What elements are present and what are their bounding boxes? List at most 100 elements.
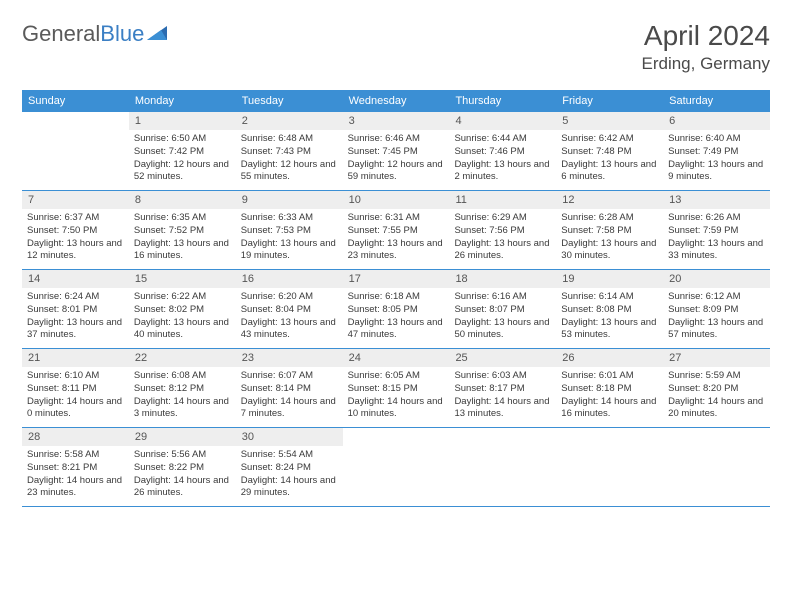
day-cell: 18Sunrise: 6:16 AMSunset: 8:07 PMDayligh… bbox=[449, 270, 556, 348]
day-cell: 27Sunrise: 5:59 AMSunset: 8:20 PMDayligh… bbox=[663, 349, 770, 427]
day-body: Sunrise: 6:42 AMSunset: 7:48 PMDaylight:… bbox=[556, 130, 663, 187]
day-body: Sunrise: 6:14 AMSunset: 8:08 PMDaylight:… bbox=[556, 288, 663, 345]
day-number: 17 bbox=[343, 270, 450, 288]
week-row: 28Sunrise: 5:58 AMSunset: 8:21 PMDayligh… bbox=[22, 428, 770, 507]
day-number: 30 bbox=[236, 428, 343, 446]
day-cell: 29Sunrise: 5:56 AMSunset: 8:22 PMDayligh… bbox=[129, 428, 236, 506]
day-cell: 25Sunrise: 6:03 AMSunset: 8:17 PMDayligh… bbox=[449, 349, 556, 427]
day-cell: 2Sunrise: 6:48 AMSunset: 7:43 PMDaylight… bbox=[236, 112, 343, 190]
day-number-empty bbox=[663, 428, 770, 446]
day-cell bbox=[449, 428, 556, 506]
day-number: 12 bbox=[556, 191, 663, 209]
weekday-header: Friday bbox=[556, 90, 663, 112]
week-row: 1Sunrise: 6:50 AMSunset: 7:42 PMDaylight… bbox=[22, 112, 770, 191]
day-number: 4 bbox=[449, 112, 556, 130]
day-body: Sunrise: 6:46 AMSunset: 7:45 PMDaylight:… bbox=[343, 130, 450, 187]
day-number-empty bbox=[343, 428, 450, 446]
day-body: Sunrise: 6:29 AMSunset: 7:56 PMDaylight:… bbox=[449, 209, 556, 266]
day-number: 18 bbox=[449, 270, 556, 288]
day-body: Sunrise: 5:54 AMSunset: 8:24 PMDaylight:… bbox=[236, 446, 343, 503]
day-number: 25 bbox=[449, 349, 556, 367]
day-body: Sunrise: 6:48 AMSunset: 7:43 PMDaylight:… bbox=[236, 130, 343, 187]
day-cell: 22Sunrise: 6:08 AMSunset: 8:12 PMDayligh… bbox=[129, 349, 236, 427]
calendar-grid: SundayMondayTuesdayWednesdayThursdayFrid… bbox=[22, 90, 770, 507]
day-cell: 8Sunrise: 6:35 AMSunset: 7:52 PMDaylight… bbox=[129, 191, 236, 269]
day-number: 2 bbox=[236, 112, 343, 130]
week-row: 14Sunrise: 6:24 AMSunset: 8:01 PMDayligh… bbox=[22, 270, 770, 349]
day-number: 21 bbox=[22, 349, 129, 367]
weekday-header: Saturday bbox=[663, 90, 770, 112]
day-body: Sunrise: 6:05 AMSunset: 8:15 PMDaylight:… bbox=[343, 367, 450, 424]
day-body: Sunrise: 6:31 AMSunset: 7:55 PMDaylight:… bbox=[343, 209, 450, 266]
day-body: Sunrise: 6:08 AMSunset: 8:12 PMDaylight:… bbox=[129, 367, 236, 424]
day-cell: 9Sunrise: 6:33 AMSunset: 7:53 PMDaylight… bbox=[236, 191, 343, 269]
day-number: 29 bbox=[129, 428, 236, 446]
day-cell: 21Sunrise: 6:10 AMSunset: 8:11 PMDayligh… bbox=[22, 349, 129, 427]
weekday-header: Tuesday bbox=[236, 90, 343, 112]
logo-triangle-icon bbox=[147, 20, 167, 46]
day-cell: 3Sunrise: 6:46 AMSunset: 7:45 PMDaylight… bbox=[343, 112, 450, 190]
day-cell: 19Sunrise: 6:14 AMSunset: 8:08 PMDayligh… bbox=[556, 270, 663, 348]
title-block: April 2024 Erding, Germany bbox=[642, 20, 771, 74]
brand-part2: Blue bbox=[100, 21, 144, 47]
week-row: 7Sunrise: 6:37 AMSunset: 7:50 PMDaylight… bbox=[22, 191, 770, 270]
day-body: Sunrise: 6:18 AMSunset: 8:05 PMDaylight:… bbox=[343, 288, 450, 345]
day-body: Sunrise: 6:24 AMSunset: 8:01 PMDaylight:… bbox=[22, 288, 129, 345]
page-header: GeneralBlue April 2024 Erding, Germany bbox=[22, 20, 770, 74]
day-number: 14 bbox=[22, 270, 129, 288]
day-cell bbox=[556, 428, 663, 506]
weekday-header: Thursday bbox=[449, 90, 556, 112]
day-body: Sunrise: 6:03 AMSunset: 8:17 PMDaylight:… bbox=[449, 367, 556, 424]
day-number: 3 bbox=[343, 112, 450, 130]
calendar-page: GeneralBlue April 2024 Erding, Germany S… bbox=[0, 0, 792, 527]
day-number: 23 bbox=[236, 349, 343, 367]
day-body: Sunrise: 6:01 AMSunset: 8:18 PMDaylight:… bbox=[556, 367, 663, 424]
weekday-header: Monday bbox=[129, 90, 236, 112]
day-cell bbox=[22, 112, 129, 190]
brand-logo: GeneralBlue bbox=[22, 20, 167, 48]
day-number: 22 bbox=[129, 349, 236, 367]
day-body: Sunrise: 5:58 AMSunset: 8:21 PMDaylight:… bbox=[22, 446, 129, 503]
day-body: Sunrise: 6:37 AMSunset: 7:50 PMDaylight:… bbox=[22, 209, 129, 266]
day-cell bbox=[343, 428, 450, 506]
day-number: 15 bbox=[129, 270, 236, 288]
brand-part1: General bbox=[22, 21, 100, 47]
weekday-header-row: SundayMondayTuesdayWednesdayThursdayFrid… bbox=[22, 90, 770, 112]
day-body: Sunrise: 6:10 AMSunset: 8:11 PMDaylight:… bbox=[22, 367, 129, 424]
day-number: 27 bbox=[663, 349, 770, 367]
day-body: Sunrise: 6:40 AMSunset: 7:49 PMDaylight:… bbox=[663, 130, 770, 187]
week-row: 21Sunrise: 6:10 AMSunset: 8:11 PMDayligh… bbox=[22, 349, 770, 428]
day-body: Sunrise: 6:07 AMSunset: 8:14 PMDaylight:… bbox=[236, 367, 343, 424]
day-number: 6 bbox=[663, 112, 770, 130]
day-number: 5 bbox=[556, 112, 663, 130]
day-body: Sunrise: 5:56 AMSunset: 8:22 PMDaylight:… bbox=[129, 446, 236, 503]
day-body: Sunrise: 6:28 AMSunset: 7:58 PMDaylight:… bbox=[556, 209, 663, 266]
day-cell: 5Sunrise: 6:42 AMSunset: 7:48 PMDaylight… bbox=[556, 112, 663, 190]
day-body: Sunrise: 6:35 AMSunset: 7:52 PMDaylight:… bbox=[129, 209, 236, 266]
day-number: 20 bbox=[663, 270, 770, 288]
day-body: Sunrise: 5:59 AMSunset: 8:20 PMDaylight:… bbox=[663, 367, 770, 424]
day-cell: 30Sunrise: 5:54 AMSunset: 8:24 PMDayligh… bbox=[236, 428, 343, 506]
day-cell: 24Sunrise: 6:05 AMSunset: 8:15 PMDayligh… bbox=[343, 349, 450, 427]
day-cell: 6Sunrise: 6:40 AMSunset: 7:49 PMDaylight… bbox=[663, 112, 770, 190]
day-cell: 1Sunrise: 6:50 AMSunset: 7:42 PMDaylight… bbox=[129, 112, 236, 190]
day-cell: 17Sunrise: 6:18 AMSunset: 8:05 PMDayligh… bbox=[343, 270, 450, 348]
weeks-container: 1Sunrise: 6:50 AMSunset: 7:42 PMDaylight… bbox=[22, 112, 770, 507]
day-body: Sunrise: 6:26 AMSunset: 7:59 PMDaylight:… bbox=[663, 209, 770, 266]
weekday-header: Sunday bbox=[22, 90, 129, 112]
day-number: 1 bbox=[129, 112, 236, 130]
day-number: 24 bbox=[343, 349, 450, 367]
day-cell: 28Sunrise: 5:58 AMSunset: 8:21 PMDayligh… bbox=[22, 428, 129, 506]
day-cell: 12Sunrise: 6:28 AMSunset: 7:58 PMDayligh… bbox=[556, 191, 663, 269]
day-number: 19 bbox=[556, 270, 663, 288]
day-cell: 11Sunrise: 6:29 AMSunset: 7:56 PMDayligh… bbox=[449, 191, 556, 269]
day-body: Sunrise: 6:50 AMSunset: 7:42 PMDaylight:… bbox=[129, 130, 236, 187]
day-cell: 20Sunrise: 6:12 AMSunset: 8:09 PMDayligh… bbox=[663, 270, 770, 348]
day-cell: 13Sunrise: 6:26 AMSunset: 7:59 PMDayligh… bbox=[663, 191, 770, 269]
day-cell: 7Sunrise: 6:37 AMSunset: 7:50 PMDaylight… bbox=[22, 191, 129, 269]
day-body: Sunrise: 6:12 AMSunset: 8:09 PMDaylight:… bbox=[663, 288, 770, 345]
day-cell: 10Sunrise: 6:31 AMSunset: 7:55 PMDayligh… bbox=[343, 191, 450, 269]
day-cell: 14Sunrise: 6:24 AMSunset: 8:01 PMDayligh… bbox=[22, 270, 129, 348]
day-number-empty bbox=[556, 428, 663, 446]
location: Erding, Germany bbox=[642, 54, 771, 74]
